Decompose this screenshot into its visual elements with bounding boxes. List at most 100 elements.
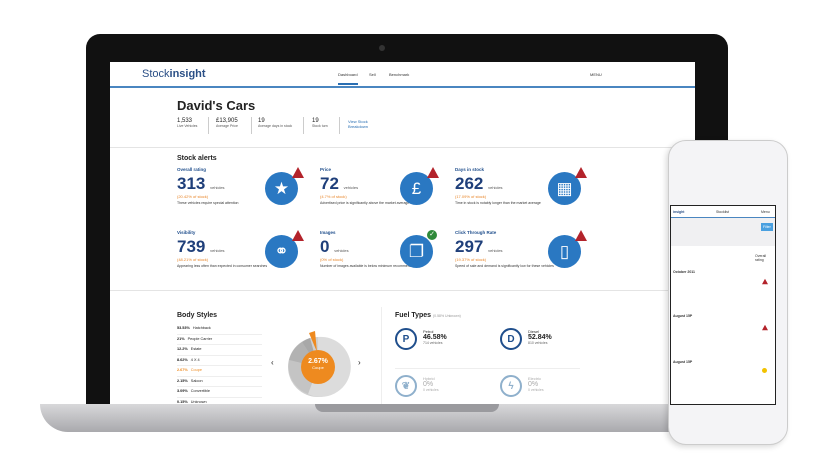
alert-card[interactable]: Overall rating 313 vehicles (20.42% of s…: [177, 167, 317, 225]
phone-row[interactable]: August 15P: [673, 360, 693, 364]
body-style-item[interactable]: 12.2% Estate: [177, 345, 262, 356]
body-style-item[interactable]: 53.53% Hatchback: [177, 324, 262, 335]
hybrid-icon: ❦: [395, 375, 417, 397]
warning-icon: [292, 230, 304, 241]
divider: [671, 217, 775, 218]
divider: [303, 117, 304, 134]
fuel-type-petrol: P Petrol 46.58% 714 vehicles: [395, 325, 495, 370]
alert-card[interactable]: Images 0 vehicles (0% of stock) Number o…: [320, 230, 460, 288]
body-style-item[interactable]: 0.15% Unknown: [177, 398, 262, 406]
body-style-item[interactable]: 21% People Carrier: [177, 335, 262, 345]
body-style-item[interactable]: 2.15% Saloon: [177, 377, 262, 387]
alert-card[interactable]: Click Through Rate 297 vehicles (19.37% …: [455, 230, 595, 288]
fuel-type-electric: ϟ Electric 0% 0 vehicles: [500, 372, 600, 405]
tab-dashboard[interactable]: Dashboard: [338, 72, 358, 85]
alert-percent: (0% of stock): [320, 257, 344, 262]
alert-value: 0 vehicles: [320, 237, 349, 256]
alert-label: Overall rating: [177, 167, 207, 172]
warning-icon: [575, 230, 587, 241]
stat-average-days: 19 Average days in stock: [258, 118, 293, 128]
alert-value: 72 vehicles: [320, 174, 359, 193]
alert-card[interactable]: Days in stock 262 vehicles (17.09% of st…: [455, 167, 595, 225]
alert-card[interactable]: Price 72 vehicles (4.7% of stock) Advert…: [320, 167, 460, 225]
alert-label: Images: [320, 230, 336, 235]
view-stock-breakdown-link[interactable]: View Stock Breakdown: [348, 119, 369, 129]
alert-percent: (17.09% of stock): [455, 194, 487, 199]
fuel-type-diesel: D Diesel 52.84% 810 vehicles: [500, 325, 600, 370]
warning-icon: [292, 167, 304, 178]
body-styles-donut[interactable]: [278, 322, 358, 402]
body-style-item[interactable]: 8.62% 4 X 4: [177, 356, 262, 366]
slice-coupe[interactable]: [309, 331, 317, 352]
logo[interactable]: Stockinsight: [142, 68, 206, 80]
alert-percent: (48.21% of stock): [177, 257, 209, 262]
page-title: David's Cars: [177, 98, 256, 113]
phone-column-header: Overall rating: [755, 254, 767, 262]
stat-average-price: £13,905 Average Price: [216, 118, 238, 128]
top-nav: Stockinsight Dashboard Sell Benchmark ME…: [110, 62, 695, 88]
stat-stock-turn: 19 Stock turn: [312, 118, 328, 128]
alert-label: Visibility: [177, 230, 196, 235]
alert-description: Speed of sale and demand is significantl…: [455, 264, 554, 268]
phone-row[interactable]: August 15P: [673, 314, 693, 318]
alert-description: Advertised price is significantly above …: [320, 201, 410, 205]
caution-icon: [762, 368, 767, 373]
divider: [251, 117, 252, 134]
warning-icon: [575, 167, 587, 178]
divider: [381, 307, 382, 405]
check-icon: ✓: [427, 230, 437, 240]
fuel-type-hybrid: ❦ Hybrid 0% 0 vehicles: [395, 372, 495, 405]
diesel-icon: D: [500, 328, 522, 350]
stock-alerts-title: Stock alerts: [177, 155, 217, 162]
alert-description: These vehicles require special attention: [177, 201, 239, 205]
warning-icon: [427, 167, 439, 178]
phone-logo: insight: [673, 210, 685, 214]
phone-filter-button[interactable]: Filter: [761, 223, 773, 231]
tab-benchmark[interactable]: Benchmark: [389, 72, 410, 77]
alert-percent: (19.37% of stock): [455, 257, 487, 262]
divider: [395, 368, 580, 369]
laptop-notch: [315, 404, 499, 412]
alert-percent: (4.7% of stock): [320, 194, 347, 199]
camera: [379, 45, 385, 51]
alert-value: 313 vehicles: [177, 174, 225, 193]
phone-menu[interactable]: Menu: [761, 210, 770, 214]
alert-description: Appearing less often than expected in co…: [177, 264, 268, 268]
tab-sell[interactable]: Sell: [369, 72, 376, 77]
body-style-item[interactable]: 3.09% Convertible: [177, 387, 262, 398]
laptop-screen: Stockinsight Dashboard Sell Benchmark ME…: [110, 62, 695, 405]
donut-label: 2.67% Coupe: [308, 358, 328, 370]
phone-row[interactable]: October 2011: [673, 270, 695, 274]
menu-button[interactable]: MENU: [590, 72, 602, 77]
alert-percent: (20.42% of stock): [177, 194, 209, 199]
body-style-item[interactable]: 2.67% Coupe: [177, 366, 262, 377]
body-styles-title: Body Styles: [177, 312, 218, 319]
divider: [110, 290, 695, 291]
divider: [208, 117, 209, 134]
alert-label: Days in stock: [455, 167, 485, 172]
alert-label: Price: [320, 167, 332, 172]
alert-description: Time in stock is notably longer than the…: [455, 201, 541, 205]
alert-value: 739 vehicles: [177, 237, 225, 256]
images-icon: ❐: [400, 235, 433, 268]
phone-screen: insight Stocklist Menu Filter Overall ra…: [670, 205, 776, 405]
petrol-icon: P: [395, 328, 417, 350]
alert-card[interactable]: Visibility 739 vehicles (48.21% of stock…: [177, 230, 317, 288]
phone-toolbar: [671, 218, 775, 246]
warning-icon: [762, 324, 768, 331]
divider: [110, 147, 695, 148]
alert-value: 262 vehicles: [455, 174, 503, 193]
donut-center: [301, 350, 335, 384]
fuel-types-title: Fuel Types (0.58% Unknown): [395, 312, 461, 319]
star-icon: ★: [265, 172, 298, 205]
divider: [339, 117, 340, 134]
electric-icon: ϟ: [500, 375, 522, 397]
prev-arrow[interactable]: ‹: [271, 358, 274, 367]
alert-label: Click Through Rate: [455, 230, 497, 235]
alert-description: Number of images available is below mini…: [320, 264, 416, 268]
next-arrow[interactable]: ›: [358, 358, 361, 367]
alert-value: 297 vehicles: [455, 237, 503, 256]
warning-icon: [762, 278, 768, 285]
stat-live-vehicles: 1,533 Live Vehicles: [177, 118, 198, 128]
phone-title: Stocklist: [716, 210, 730, 214]
